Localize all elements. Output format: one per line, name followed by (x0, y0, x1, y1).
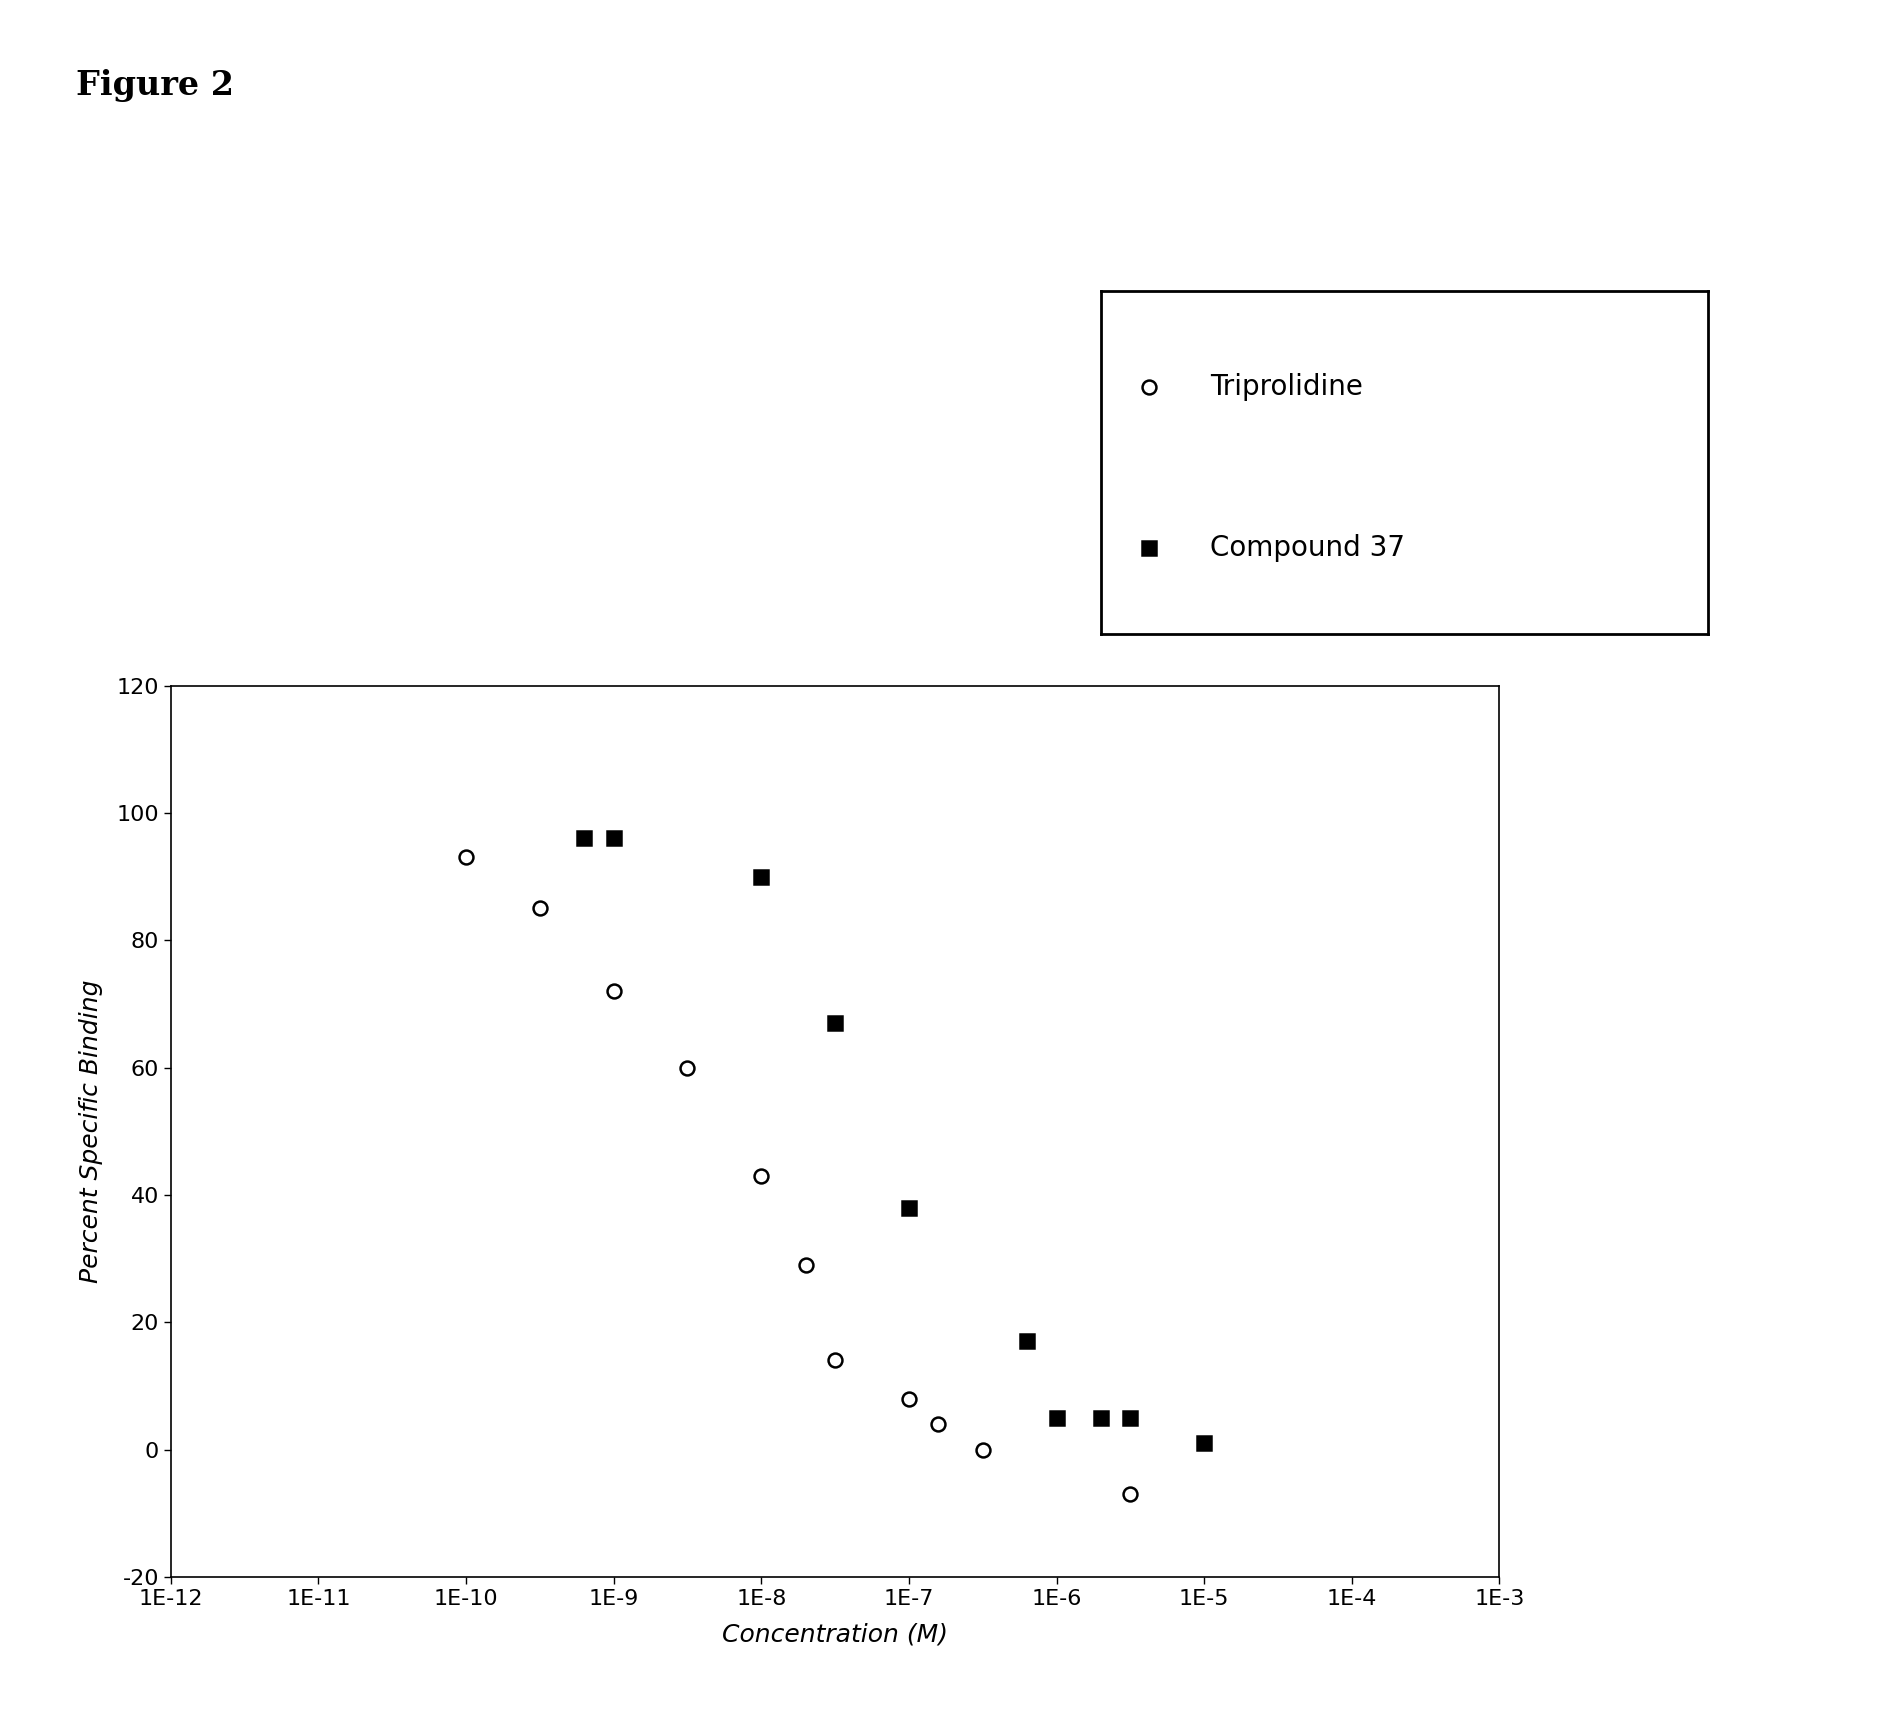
Compound 37 (824, 1013, 847, 1034)
Triprolidine (926, 1414, 949, 1435)
Triprolidine (750, 1166, 772, 1186)
Compound 37 (1120, 1407, 1143, 1428)
Triprolidine (456, 847, 478, 867)
Compound 37 (1015, 1332, 1038, 1352)
Triprolidine (1120, 1484, 1143, 1505)
Compound 37 (1192, 1433, 1215, 1453)
Text: Compound 37: Compound 37 (1211, 535, 1405, 562)
Y-axis label: Percent Specific Binding: Percent Specific Binding (78, 979, 102, 1284)
Compound 37 (750, 866, 772, 886)
Triprolidine (824, 1351, 847, 1371)
Compound 37 (1089, 1407, 1112, 1428)
Line: Triprolidine: Triprolidine (459, 850, 1137, 1501)
Text: Triprolidine: Triprolidine (1211, 374, 1363, 401)
Compound 37 (573, 828, 596, 848)
Compound 37 (1046, 1407, 1069, 1428)
Triprolidine (602, 980, 624, 1001)
Triprolidine (528, 898, 550, 919)
Triprolidine (676, 1058, 698, 1078)
Compound 37 (602, 828, 624, 848)
X-axis label: Concentration (M): Concentration (M) (721, 1623, 949, 1647)
Line: Compound 37: Compound 37 (577, 831, 1211, 1450)
Text: Figure 2: Figure 2 (76, 69, 233, 101)
Compound 37 (898, 1198, 921, 1219)
Triprolidine (793, 1255, 816, 1275)
Triprolidine (972, 1440, 995, 1460)
Triprolidine (898, 1388, 921, 1409)
